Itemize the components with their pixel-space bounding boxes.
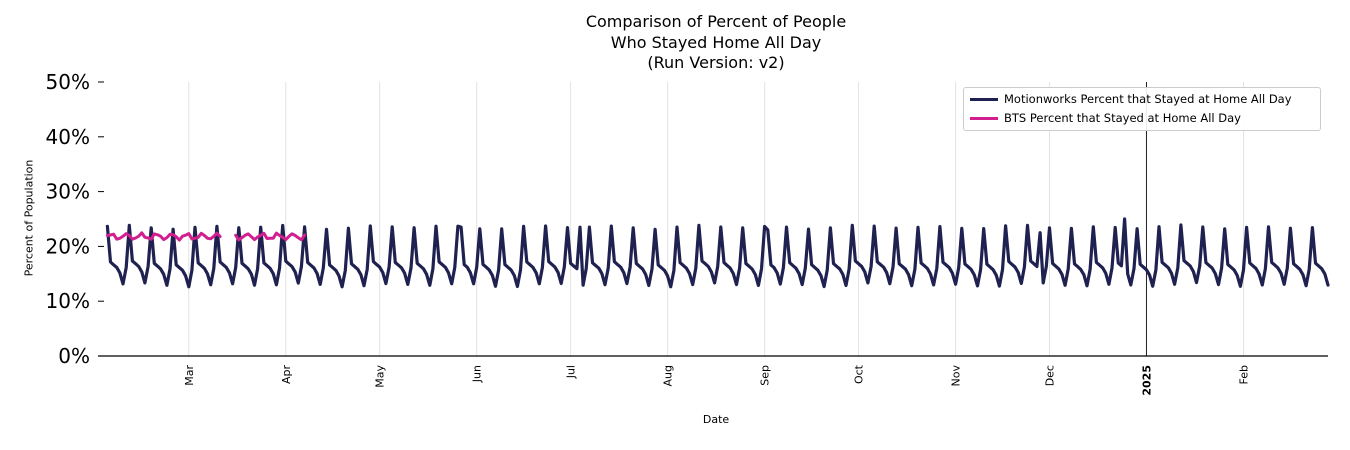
x-tick-label-may: May	[374, 365, 387, 388]
x-tick-label-mar: Mar	[183, 365, 196, 386]
legend-item-motionworks: Motionworks Percent that Stayed at Home …	[970, 91, 1292, 107]
x-tick-label-oct: Oct	[853, 364, 866, 384]
x-tick-label-sep: Sep	[759, 365, 772, 386]
y-tick-label-10: 10%	[46, 289, 90, 313]
x-tick-label-dec: Dec	[1043, 365, 1056, 386]
chart-title-line-2: Who Stayed Home All Day	[610, 32, 822, 52]
legend-swatch-motionworks	[970, 97, 998, 101]
series-line-bts-segment-1	[105, 231, 222, 242]
y-tick-label-0: 0%	[58, 344, 90, 368]
series-line-motionworks	[105, 217, 1330, 289]
y-tick-label-20: 20%	[46, 234, 90, 258]
legend-label-motionworks: Motionworks Percent that Stayed at Home …	[1004, 92, 1292, 106]
y-tick-label-30: 30%	[46, 180, 90, 204]
chart-title: Comparison of Percent of People Who Stay…	[0, 12, 1350, 74]
x-axis-label: Date	[702, 413, 730, 426]
legend: Motionworks Percent that Stayed at Home …	[963, 87, 1321, 131]
chart-title-line-3: (Run Version: v2)	[647, 53, 785, 72]
y-tick-label-50: 50%	[46, 70, 90, 94]
chart-title-line-1: Comparison of Percent of People	[585, 12, 847, 31]
legend-label-bts: BTS Percent that Stayed at Home All Day	[1004, 111, 1241, 125]
legend-swatch-bts	[970, 116, 998, 120]
legend-item-bts: BTS Percent that Stayed at Home All Day	[970, 110, 1241, 126]
series-line-bts-segment-2	[234, 231, 307, 242]
y-axis-label: Percent of Population	[22, 159, 36, 277]
x-tick-label-apr: Apr	[280, 365, 293, 385]
x-tick-label-feb: Feb	[1237, 365, 1250, 384]
x-tick-label-aug: Aug	[662, 365, 675, 386]
x-tick-label-jun: Jun	[471, 365, 484, 383]
y-tick-label-40: 40%	[46, 125, 90, 149]
x-tick-label-jul: Jul	[565, 365, 578, 379]
x-tick-label-2025: 2025	[1140, 365, 1153, 396]
x-tick-label-nov: Nov	[950, 365, 963, 387]
